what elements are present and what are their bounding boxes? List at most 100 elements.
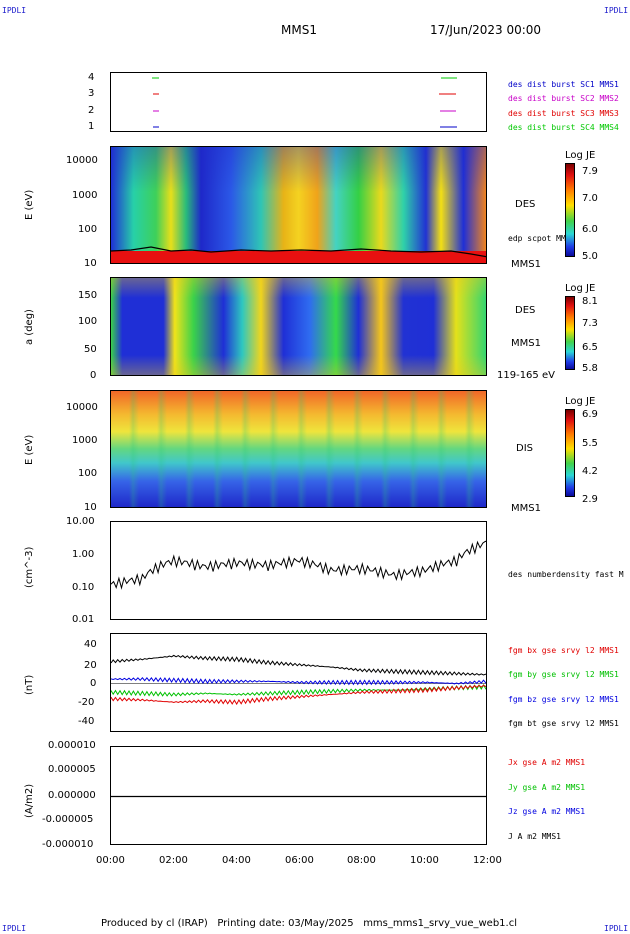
des-energy-cbar-title: Log JE bbox=[565, 150, 596, 161]
des-energy-cbar-tick: 5.0 bbox=[582, 251, 598, 262]
des-pitch-cbar-tick: 6.5 bbox=[582, 342, 598, 353]
current-tick: 0.000010 bbox=[48, 740, 96, 751]
des-energy-tick-10: 10 bbox=[84, 258, 97, 269]
dis-energy-sc: MMS1 bbox=[511, 503, 541, 514]
dis-energy-cbar-title: Log JE bbox=[565, 396, 596, 407]
des-energy-species: DES bbox=[515, 199, 536, 210]
bfield-panel bbox=[110, 633, 487, 732]
x-tick: 12:00 bbox=[473, 855, 502, 866]
burst-legend-mms4: des dist burst SC4 MMS4 bbox=[508, 123, 619, 132]
corner-tag-bottom-left: IPDLI bbox=[2, 924, 27, 933]
burst-legend-mms2: des dist burst SC2 MMS2 bbox=[508, 94, 619, 103]
current-panel bbox=[110, 746, 487, 845]
bx-legend: fgm bx gse srvy l2 MMS1 bbox=[508, 646, 619, 655]
date-title: 17/Jun/2023 00:00 bbox=[430, 23, 542, 37]
x-tick: 10:00 bbox=[410, 855, 439, 866]
corner-tag-bottom-right: IPDLI bbox=[604, 924, 629, 933]
by-legend: fgm by gse srvy l2 MMS1 bbox=[508, 670, 619, 679]
dis-energy-cbar-tick: 5.5 bbox=[582, 438, 598, 449]
des-pitch-range: 119-165 eV bbox=[497, 370, 555, 381]
pitch-shade-bottom bbox=[111, 355, 486, 375]
bfield-tick: -20 bbox=[78, 697, 95, 708]
burst-legend-mms1: des dist burst SC1 MMS1 bbox=[508, 80, 619, 89]
des-energy-cbar-tick: 7.0 bbox=[582, 193, 598, 204]
des-energy-cbar-tick: 6.0 bbox=[582, 224, 598, 235]
des-energy-tick-10000: 10000 bbox=[66, 155, 98, 166]
corner-tag-top-right: IPDLI bbox=[604, 6, 629, 15]
dis-energy-tick-10: 10 bbox=[84, 502, 97, 513]
des-pitch-tick-50: 50 bbox=[84, 344, 97, 355]
x-tick: 06:00 bbox=[285, 855, 314, 866]
des-energy-tick-100: 100 bbox=[78, 224, 98, 235]
des-pitch-spectrogram bbox=[110, 277, 487, 376]
density-tick: 10.00 bbox=[66, 516, 95, 527]
current-tick: -0.000010 bbox=[42, 839, 94, 850]
des-pitch-ylabel: a (deg) bbox=[24, 309, 35, 345]
jx-legend: Jx gse A m2 MMS1 bbox=[508, 758, 586, 767]
bfield-plot bbox=[111, 654, 486, 706]
bt-series-line bbox=[111, 654, 486, 676]
j-legend: J A m2 MMS1 bbox=[508, 832, 561, 841]
density-panel bbox=[110, 521, 487, 620]
current-tick: -0.000005 bbox=[42, 814, 94, 825]
bz-series-line bbox=[111, 676, 486, 686]
des-pitch-species: DES bbox=[515, 305, 536, 316]
des-pitch-cbar-title: Log JE bbox=[565, 283, 596, 294]
dis-energy-tick-100: 100 bbox=[78, 468, 98, 479]
dis-energy-ylabel: E (eV) bbox=[24, 434, 35, 465]
dis-energy-cbar-tick: 2.9 bbox=[582, 494, 598, 505]
footer-credit: Produced by cl (IRAP) Printing date: 03/… bbox=[101, 918, 518, 929]
des-pitch-tick-0: 0 bbox=[90, 370, 97, 381]
mission-title: MMS1 bbox=[281, 23, 317, 37]
des-pitch-cbar-tick: 8.1 bbox=[582, 296, 598, 307]
current-tick: 0.000000 bbox=[48, 790, 96, 801]
density-legend: des numberdensity fast M bbox=[508, 570, 624, 579]
current-ylabel: (A/m2) bbox=[24, 783, 35, 818]
bx-series-line bbox=[111, 684, 486, 706]
bfield-tick: -40 bbox=[78, 716, 95, 727]
current-tick: 0.000005 bbox=[48, 764, 96, 775]
by-series-line bbox=[111, 684, 486, 697]
burst-bars bbox=[152, 77, 457, 128]
burst-tick-4: 4 bbox=[88, 72, 95, 83]
corner-tag-top-left: IPDLI bbox=[2, 6, 27, 15]
bfield-tick: 40 bbox=[84, 639, 97, 650]
burst-legend-mms3: des dist burst SC3 MMS3 bbox=[508, 109, 619, 118]
dis-energy-colorbar bbox=[565, 409, 575, 497]
dis-energy-cbar-tick: 4.2 bbox=[582, 466, 598, 477]
x-tick: 08:00 bbox=[347, 855, 376, 866]
jz-legend: Jz gse A m2 MMS1 bbox=[508, 807, 586, 816]
des-energy-spectrogram bbox=[110, 146, 487, 264]
pitch-shade-top bbox=[111, 278, 486, 298]
bfield-tick: 0 bbox=[90, 678, 97, 689]
jy-legend: Jy gse A m2 MMS1 bbox=[508, 783, 586, 792]
dis-energy-species: DIS bbox=[516, 443, 533, 454]
density-series-line bbox=[111, 540, 486, 590]
des-energy-sc: MMS1 bbox=[511, 259, 541, 270]
density-tick: 1.00 bbox=[72, 549, 95, 560]
bz-legend: fgm bz gse srvy l2 MMS1 bbox=[508, 695, 619, 704]
dis-energy-spectrogram bbox=[110, 390, 487, 508]
density-tick: 0.10 bbox=[72, 582, 95, 593]
des-pitch-cbar-tick: 5.8 bbox=[582, 363, 598, 374]
x-tick: 04:00 bbox=[222, 855, 251, 866]
dis-energy-tick-10000: 10000 bbox=[66, 402, 98, 413]
density-tick: 0.01 bbox=[72, 614, 95, 625]
des-pitch-cbar-tick: 7.3 bbox=[582, 318, 598, 329]
current-plot bbox=[111, 795, 486, 798]
burst-panel bbox=[110, 72, 487, 132]
dis-energy-cbar-tick: 6.9 bbox=[582, 409, 598, 420]
burst-tick-1: 1 bbox=[88, 121, 95, 132]
des-pitch-tick-100: 100 bbox=[78, 316, 98, 327]
bfield-tick: 20 bbox=[84, 660, 97, 671]
density-plot bbox=[111, 540, 486, 590]
dis-energy-tick-1000: 1000 bbox=[72, 435, 98, 446]
burst-tick-2: 2 bbox=[88, 105, 95, 116]
x-tick: 00:00 bbox=[96, 855, 125, 866]
des-energy-overlay-label: edp scpot MMS1 bbox=[508, 234, 576, 243]
des-pitch-sc: MMS1 bbox=[511, 338, 541, 349]
bfield-ylabel: (nT) bbox=[24, 674, 35, 695]
low-energy-band bbox=[111, 251, 486, 263]
bt-legend: fgm bt gse srvy l2 MMS1 bbox=[508, 719, 619, 728]
des-energy-colorbar bbox=[565, 163, 575, 257]
